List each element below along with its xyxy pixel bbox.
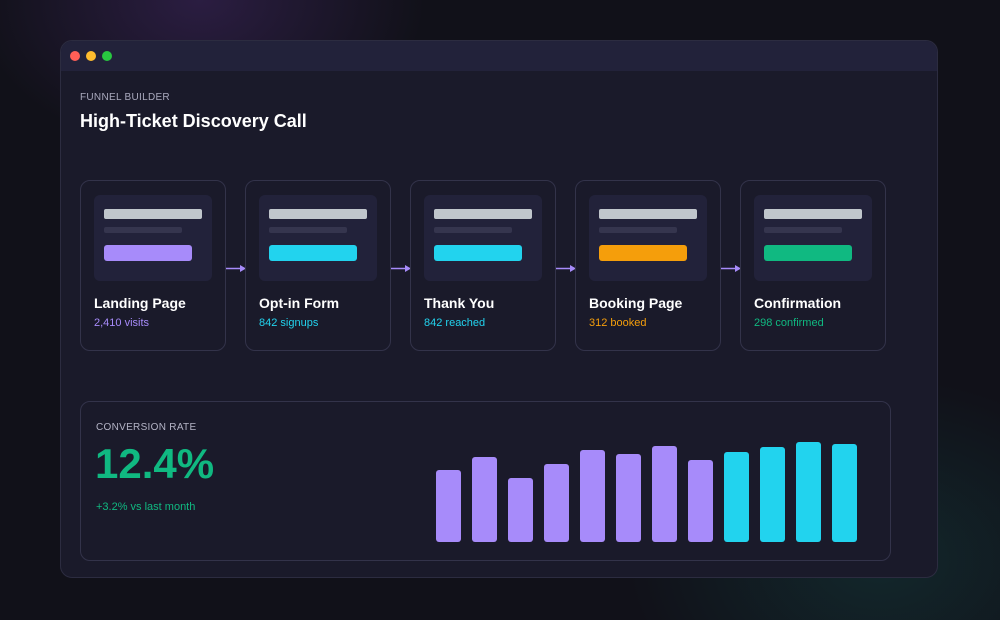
step-name: Booking Page [589,295,683,311]
thumbnail-text-bar [434,227,512,233]
thumbnail-heading-bar [434,209,532,219]
chart-bar-5 [580,450,605,542]
step-name: Opt-in Form [259,295,340,311]
chart-bar-1 [436,470,461,542]
page-thumbnail [94,195,212,281]
step-stat: 842 reached [424,317,486,329]
conversion-rate-label: CONVERSION RATE [96,422,197,433]
arrow-right-icon [556,265,576,272]
page-thumbnail [424,195,542,281]
thumbnail-heading-bar [599,209,697,219]
funnel-step-landing-page[interactable]: Landing Page 2,410 visits [80,180,226,351]
thumbnail-cta-bar [764,245,852,261]
thumbnail-heading-bar [104,209,202,219]
step-stat: 298 confirmed [754,317,824,329]
thumbnail-cta-bar [434,245,522,261]
conversion-rate-delta: +3.2% vs last month [96,501,196,513]
step-stat: 2,410 visits [94,317,150,329]
chart-bar-9 [724,452,749,542]
chart-bar-3 [508,478,533,542]
window-titlebar [61,41,937,71]
page-thumbnail [259,195,377,281]
thumbnail-cta-bar [269,245,357,261]
thumbnail-heading-bar [764,209,862,219]
funnel-step-opt-in-form[interactable]: Opt-in Form 842 signups [245,180,391,351]
chart-bar-10 [760,447,785,542]
maximize-window-button[interactable] [102,51,112,61]
chart-bar-6 [616,454,641,542]
thumbnail-text-bar [764,227,842,233]
arrow-right-icon [721,265,741,272]
chart-bar-4 [544,464,569,542]
step-stat: 312 booked [589,317,647,329]
funnel-step-booking-page[interactable]: Booking Page 312 booked [575,180,721,351]
page-title: High-Ticket Discovery Call [80,111,307,131]
step-name: Confirmation [754,295,842,311]
conversion-trend-chart [436,442,857,542]
chart-bar-2 [472,457,497,542]
thumbnail-cta-bar [599,245,687,261]
thumbnail-text-bar [269,227,347,233]
minimize-window-button[interactable] [86,51,96,61]
chart-bar-12 [832,444,857,542]
arrow-right-icon [391,265,411,272]
arrow-right-icon [226,265,246,272]
chart-bar-8 [688,460,713,542]
conversion-panel: CONVERSION RATE 12.4% +3.2% vs last mont… [80,401,891,561]
step-name: Thank You [424,295,495,311]
step-stat: 842 signups [259,317,319,329]
thumbnail-text-bar [599,227,677,233]
thumbnail-text-bar [104,227,182,233]
funnel-builder-window: FUNNEL BUILDER High-Ticket Discovery Cal… [60,40,938,578]
funnel-step-thank-you[interactable]: Thank You 842 reached [410,180,556,351]
chart-bar-11 [796,442,821,542]
thumbnail-heading-bar [269,209,367,219]
page-thumbnail [589,195,707,281]
funnel-step-confirmation[interactable]: Confirmation 298 confirmed [740,180,886,351]
close-window-button[interactable] [70,51,80,61]
section-kicker: FUNNEL BUILDER [80,92,170,103]
page-thumbnail [754,195,872,281]
conversion-rate-value: 12.4% [95,440,215,487]
step-name: Landing Page [94,295,186,311]
thumbnail-cta-bar [104,245,192,261]
chart-bar-7 [652,446,677,542]
